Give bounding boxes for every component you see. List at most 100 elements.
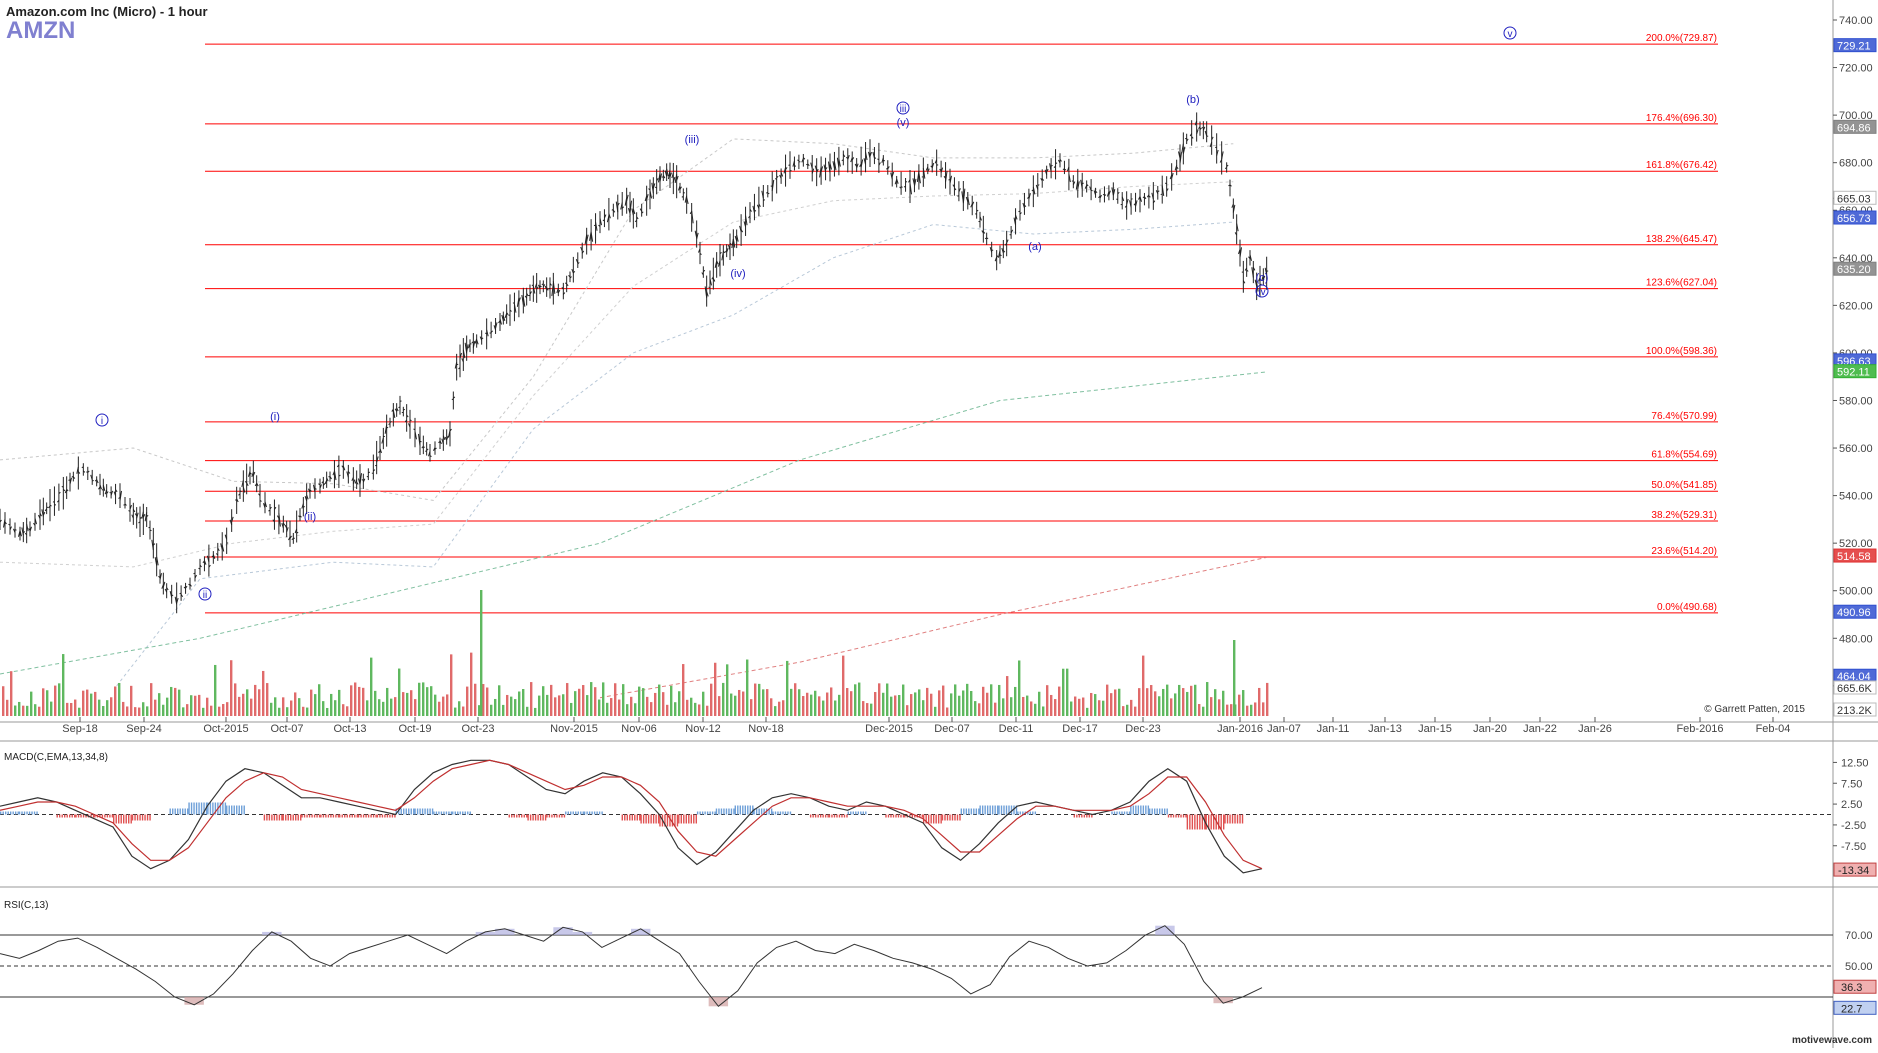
macd-hist-bar	[443, 812, 444, 815]
macd-hist-bar	[860, 812, 861, 815]
macd-hist-bar	[188, 803, 189, 815]
macd-hist-bar	[344, 815, 345, 818]
volume-bar	[850, 691, 852, 716]
volume-bar	[574, 691, 576, 716]
volume-bar	[382, 702, 384, 716]
macd-hist-bar	[564, 815, 565, 818]
volume-bar	[830, 687, 832, 716]
macd-hist-bar	[330, 815, 331, 818]
macd-hist-bar	[733, 809, 734, 815]
macd-hist-bar	[822, 815, 823, 818]
volume-bar	[706, 706, 708, 716]
macd-hist-bar	[1126, 812, 1127, 815]
macd-hist-bar	[912, 815, 913, 818]
macd-hist-bar	[655, 815, 656, 824]
volume-bar	[342, 704, 344, 716]
volume-bar	[346, 706, 348, 716]
macd-hist-bar	[401, 809, 402, 815]
macd-hist-bar	[241, 806, 242, 815]
macd-hist-bar	[139, 815, 140, 821]
macd-hist-bar	[997, 806, 998, 815]
macd-hist-bar	[229, 806, 230, 815]
volume-bar	[562, 694, 564, 716]
volume-bar	[306, 708, 308, 716]
macd-hist-bar	[820, 815, 821, 818]
volume-bar	[1198, 704, 1200, 716]
volume-bar	[534, 708, 536, 716]
volume-bar	[442, 697, 444, 716]
volume-bar	[1238, 695, 1240, 716]
volume-bar	[942, 686, 944, 716]
volume-bar	[1070, 702, 1072, 716]
volume-bar	[882, 693, 884, 716]
volume-bar	[982, 687, 984, 716]
volume-bar	[34, 704, 36, 716]
macd-hist-bar	[1210, 815, 1211, 830]
macd-hist-bar	[225, 803, 226, 815]
macd-hist-bar	[1129, 812, 1130, 815]
price-badge-label: 694.86	[1837, 122, 1871, 134]
rsi-badge-label: 22.7	[1841, 1003, 1862, 1015]
volume-bar	[30, 692, 32, 716]
wave-label: (b)	[1186, 94, 1199, 106]
volume-bar	[1170, 698, 1172, 716]
fib-label: 123.6%(627.04)	[1646, 278, 1717, 289]
macd-hist-bar	[0, 812, 1, 815]
volume-bar	[134, 707, 136, 716]
x-tick-label: Oct-19	[398, 723, 431, 735]
price-bar-open	[1019, 211, 1021, 212]
macd-hist-bar	[306, 815, 307, 818]
macd-hist-bar	[1189, 815, 1190, 830]
y-tick-label: 580.00	[1839, 395, 1873, 407]
macd-hist-bar	[831, 815, 832, 818]
price-bar-close	[883, 160, 885, 161]
macd-hist-bar	[441, 812, 442, 815]
volume-bar	[1222, 691, 1224, 716]
macd-hist-bar	[1232, 815, 1233, 824]
macd-hist-bar	[185, 809, 186, 815]
volume-bar	[14, 706, 16, 716]
price-badge-label: 490.96	[1837, 607, 1871, 619]
volume-bar	[82, 691, 84, 716]
volume-bar	[242, 694, 244, 716]
price-bar-open	[362, 480, 364, 481]
volume-bar	[878, 683, 880, 716]
macd-hist-bar	[406, 809, 407, 815]
volume-bar	[118, 683, 120, 716]
volume-bar	[686, 700, 688, 716]
macd-hist-bar	[131, 815, 132, 824]
macd-hist-bar	[718, 809, 719, 815]
volume-bar	[570, 703, 572, 716]
macd-hist-bar	[403, 809, 404, 815]
macd-hist-bar	[132, 815, 133, 821]
macd-hist-bar	[1194, 815, 1195, 830]
volume-bar	[858, 683, 860, 716]
volume-bar	[122, 702, 124, 716]
volume-bar	[186, 704, 188, 716]
macd-hist-bar	[451, 812, 452, 815]
price-badge-label: 665.03	[1837, 193, 1871, 205]
volume-spike	[1233, 640, 1235, 716]
volume-spike	[480, 590, 482, 716]
macd-hist-bar	[279, 815, 280, 821]
macd-hist-bar	[177, 809, 178, 815]
volume-bar	[150, 683, 152, 716]
price-bar-open	[594, 225, 596, 226]
volume-bar	[222, 704, 224, 716]
volume-bar	[790, 689, 792, 716]
macd-hist-bar	[984, 806, 985, 815]
volume-bar	[446, 694, 448, 716]
volume-bar	[626, 704, 628, 716]
volume-bar	[474, 684, 476, 716]
volume-bar	[166, 698, 168, 716]
x-tick-label: Dec-2015	[865, 723, 913, 735]
price-bar-close	[992, 250, 994, 251]
wave-label: (ii)	[304, 511, 316, 523]
volume-bar	[378, 699, 380, 716]
volume-bar	[310, 690, 312, 716]
macd-hist-bar	[349, 815, 350, 818]
macd-hist-bar	[561, 815, 562, 818]
macd-hist-bar	[1199, 815, 1200, 830]
macd-hist-bar	[968, 809, 969, 815]
macd-hist-bar	[377, 815, 378, 818]
